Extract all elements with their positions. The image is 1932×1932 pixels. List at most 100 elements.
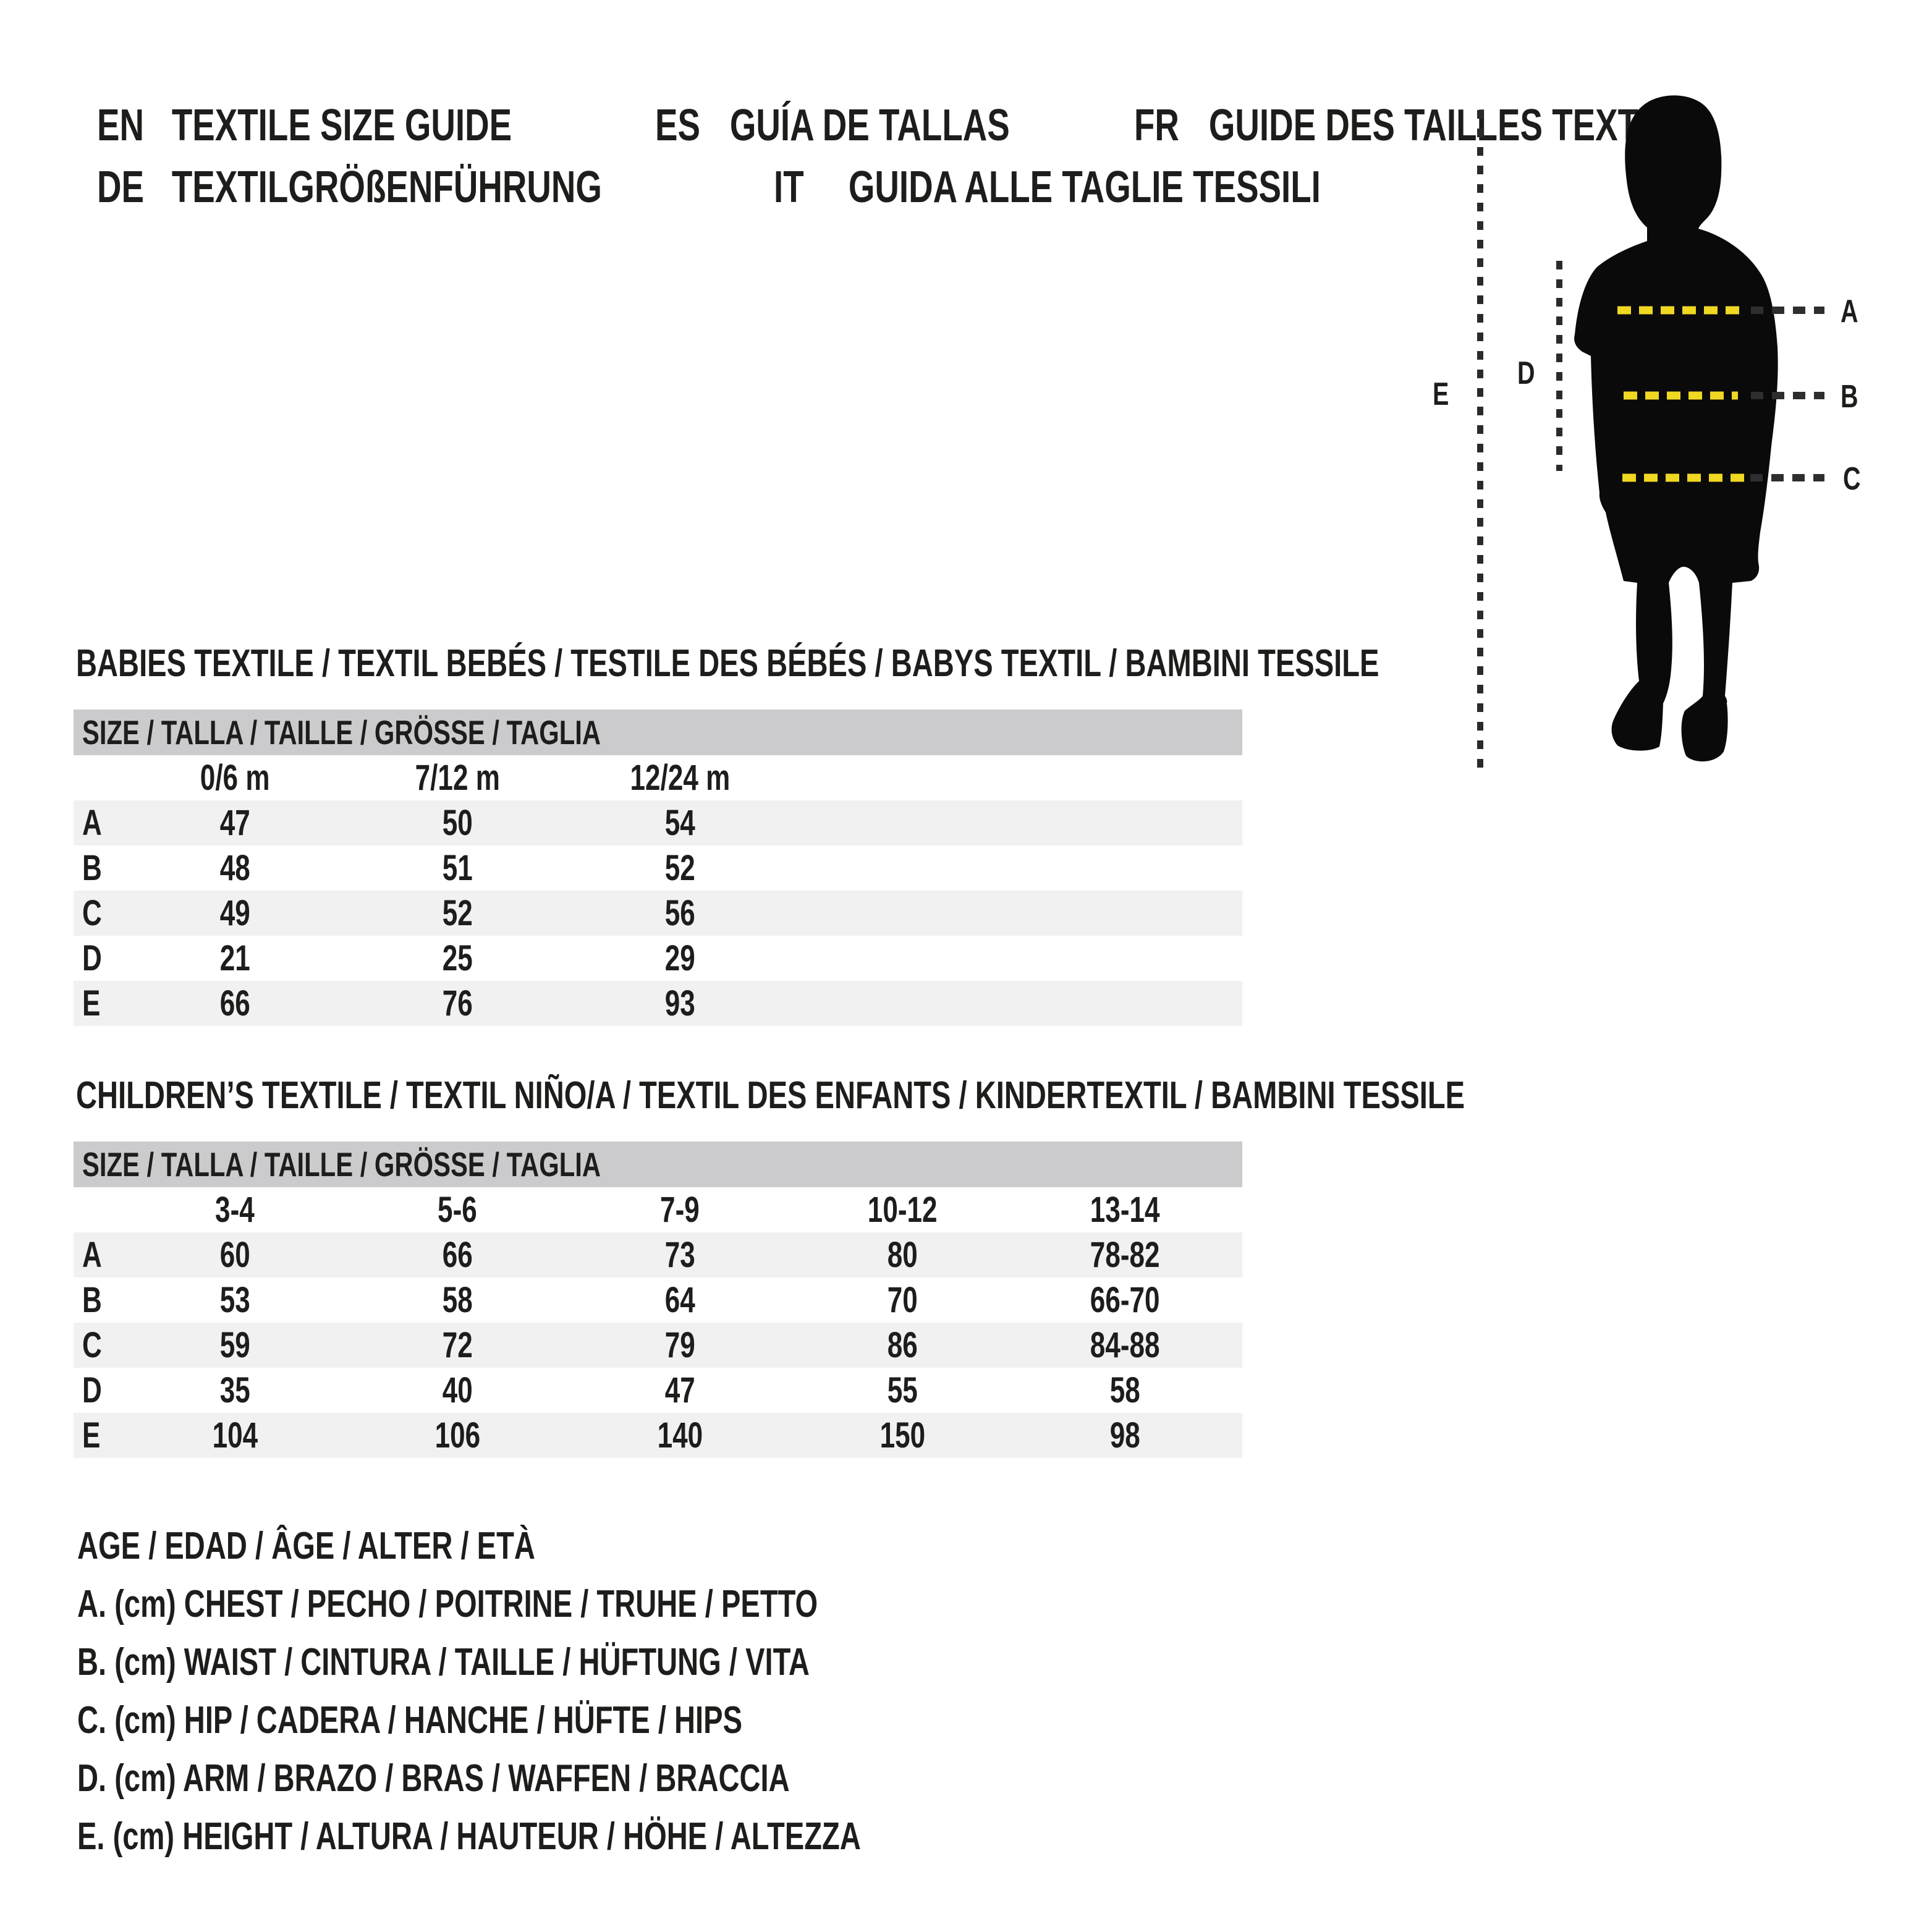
column-header: 10-12 bbox=[867, 1190, 938, 1230]
table-row: D 21 25 29 bbox=[74, 936, 1242, 981]
measure-label-b: B bbox=[1841, 379, 1858, 415]
babies-column-header-row: 0/6 m 7/12 m 12/24 m bbox=[74, 755, 1242, 800]
size-header-label: SIZE / TALLA / TAILLE / GRÖSSE / TAGLIA bbox=[82, 713, 601, 752]
value-cell: 35 bbox=[219, 1370, 250, 1410]
table-row: B 53 58 64 70 66-70 bbox=[74, 1277, 1242, 1323]
legend-line-chest: A. (cm) CHEST / PECHO / POITRINE / TRUHE… bbox=[77, 1583, 818, 1625]
guide-title: GUÍA DE TALLAS bbox=[729, 101, 1010, 150]
value-cell: 51 bbox=[442, 848, 473, 888]
language-code: FR bbox=[1134, 101, 1180, 150]
legend-line-height: E. (cm) HEIGHT / ALTURA / HAUTEUR / HÖHE… bbox=[77, 1815, 861, 1858]
header-row-it: IT GUIDA ALLE TAGLIE TESSILI bbox=[774, 164, 1321, 210]
value-cell: 70 bbox=[887, 1280, 918, 1320]
row-label: C bbox=[82, 1325, 102, 1365]
value-cell: 29 bbox=[664, 938, 695, 978]
row-label: C bbox=[82, 893, 102, 933]
table-row: A 60 66 73 80 78-82 bbox=[74, 1232, 1242, 1277]
table-row: B 48 51 52 bbox=[74, 845, 1242, 891]
header-row-fr: FR GUIDE DES TAILLES TEXTILE bbox=[1134, 103, 1691, 148]
value-cell: 93 bbox=[664, 983, 695, 1023]
row-label: B bbox=[82, 1280, 102, 1320]
table-row: E 104 106 140 150 98 bbox=[74, 1413, 1242, 1458]
size-header-label: SIZE / TALLA / TAILLE / GRÖSSE / TAGLIA bbox=[82, 1145, 601, 1184]
babies-section-title: BABIES TEXTILE / TEXTIL BEBÉS / TESTILE … bbox=[76, 642, 1379, 685]
language-code: EN bbox=[97, 101, 145, 150]
table-row: A 47 50 54 bbox=[74, 800, 1242, 845]
row-label: D bbox=[82, 1370, 102, 1410]
value-cell: 52 bbox=[664, 848, 695, 888]
value-cell: 56 bbox=[664, 893, 695, 933]
header-row-en: EN TEXTILE SIZE GUIDE bbox=[97, 103, 512, 148]
value-cell: 66 bbox=[219, 983, 250, 1023]
children-size-table: SIZE / TALLA / TAILLE / GRÖSSE / TAGLIA … bbox=[74, 1142, 1242, 1458]
value-cell: 59 bbox=[219, 1325, 250, 1365]
legend-line-hip: C. (cm) HIP / CADERA / HANCHE / HÜFTE / … bbox=[77, 1699, 743, 1742]
legend-line-waist: B. (cm) WAIST / CINTURA / TAILLE / HÜFTU… bbox=[77, 1641, 810, 1684]
row-label: B bbox=[82, 848, 102, 888]
legend-line-arm: D. (cm) ARM / BRAZO / BRAS / WAFFEN / BR… bbox=[77, 1757, 790, 1800]
column-header: 3-4 bbox=[215, 1190, 255, 1230]
value-cell: 98 bbox=[1109, 1415, 1140, 1455]
guide-title: TEXTILE SIZE GUIDE bbox=[171, 101, 512, 150]
table-row: C 59 72 79 86 84-88 bbox=[74, 1323, 1242, 1368]
language-code: ES bbox=[655, 101, 701, 150]
value-cell: 55 bbox=[887, 1370, 918, 1410]
row-label: A bbox=[82, 803, 102, 843]
value-cell: 60 bbox=[219, 1235, 250, 1275]
value-cell: 84-88 bbox=[1090, 1325, 1160, 1365]
value-cell: 58 bbox=[442, 1280, 473, 1320]
value-cell: 79 bbox=[664, 1325, 695, 1365]
measure-label-a: A bbox=[1841, 294, 1858, 329]
value-cell: 47 bbox=[219, 803, 250, 843]
column-header: 7-9 bbox=[660, 1190, 700, 1230]
measure-label-e: E bbox=[1433, 376, 1449, 412]
value-cell: 104 bbox=[212, 1415, 258, 1455]
row-label: E bbox=[82, 1415, 101, 1455]
column-header: 13-14 bbox=[1090, 1190, 1160, 1230]
legend-line-age: AGE / EDAD / ÂGE / ALTER / ETÀ bbox=[77, 1525, 535, 1567]
value-cell: 64 bbox=[664, 1280, 695, 1320]
row-label: D bbox=[82, 938, 102, 978]
language-code: DE bbox=[97, 163, 145, 212]
value-cell: 150 bbox=[879, 1415, 925, 1455]
value-cell: 66 bbox=[442, 1235, 473, 1275]
value-cell: 72 bbox=[442, 1325, 473, 1365]
children-column-header-row: 3-4 5-6 7-9 10-12 13-14 bbox=[74, 1187, 1242, 1232]
column-header: 12/24 m bbox=[630, 758, 730, 798]
value-cell: 58 bbox=[1109, 1370, 1140, 1410]
language-title-block: EN TEXTILE SIZE GUIDE ES GUÍA DE TALLAS FR… bbox=[97, 103, 1932, 226]
babies-size-header-bar: SIZE / TALLA / TAILLE / GRÖSSE / TAGLIA bbox=[74, 710, 1242, 755]
guide-title: GUIDE DES TAILLES TEXTILE bbox=[1208, 101, 1692, 150]
table-row: E 66 76 93 bbox=[74, 981, 1242, 1026]
column-header: 5-6 bbox=[438, 1190, 477, 1230]
babies-size-table: SIZE / TALLA / TAILLE / GRÖSSE / TAGLIA … bbox=[74, 710, 1242, 1026]
value-cell: 106 bbox=[434, 1415, 480, 1455]
row-label: A bbox=[82, 1235, 102, 1275]
value-cell: 52 bbox=[442, 893, 473, 933]
value-cell: 73 bbox=[664, 1235, 695, 1275]
value-cell: 50 bbox=[442, 803, 473, 843]
table-row: D 35 40 47 55 58 bbox=[74, 1368, 1242, 1413]
measure-label-d: D bbox=[1517, 355, 1535, 391]
value-cell: 86 bbox=[887, 1325, 918, 1365]
measure-label-c: C bbox=[1843, 461, 1861, 497]
value-cell: 76 bbox=[442, 983, 473, 1023]
value-cell: 53 bbox=[219, 1280, 250, 1320]
header-row-es: ES GUÍA DE TALLAS bbox=[655, 103, 1010, 148]
children-size-header-bar: SIZE / TALLA / TAILLE / GRÖSSE / TAGLIA bbox=[74, 1142, 1242, 1187]
children-section-title: CHILDREN’S TEXTILE / TEXTIL NIÑO/A / TEX… bbox=[76, 1074, 1465, 1117]
value-cell: 47 bbox=[664, 1370, 695, 1410]
value-cell: 48 bbox=[219, 848, 250, 888]
guide-title: GUIDA ALLE TAGLIE TESSILI bbox=[848, 163, 1321, 212]
value-cell: 54 bbox=[664, 803, 695, 843]
header-row-de: DE TEXTILGRÖßENFÜHRUNG bbox=[97, 164, 602, 210]
column-header: 0/6 m bbox=[200, 758, 270, 798]
value-cell: 66-70 bbox=[1090, 1280, 1160, 1320]
guide-title: TEXTILGRÖßENFÜHRUNG bbox=[171, 163, 602, 212]
row-label: E bbox=[82, 983, 101, 1023]
value-cell: 21 bbox=[219, 938, 250, 978]
value-cell: 78-82 bbox=[1090, 1235, 1160, 1275]
value-cell: 49 bbox=[219, 893, 250, 933]
language-code: IT bbox=[773, 163, 804, 212]
column-header: 7/12 m bbox=[415, 758, 500, 798]
